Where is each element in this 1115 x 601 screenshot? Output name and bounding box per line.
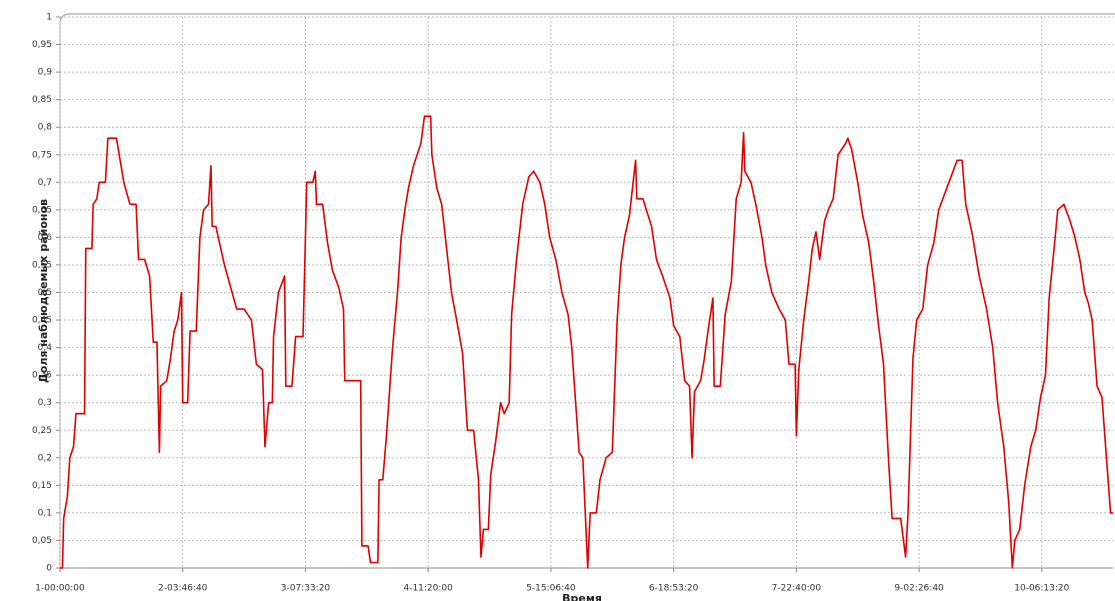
y-tick-label: 0,85 bbox=[32, 95, 52, 105]
x-tick-label: 10-06:13:20 bbox=[1014, 584, 1069, 594]
x-tick-label: 3-07:33:20 bbox=[281, 584, 331, 594]
y-tick-label: 0,6 bbox=[38, 233, 53, 243]
y-tick-label: 0 bbox=[46, 564, 52, 574]
y-tick-label: 0,95 bbox=[32, 40, 52, 50]
data-line bbox=[60, 115, 1113, 569]
x-tick-label: 7-22:40:00 bbox=[772, 584, 822, 594]
x-tick-label: 2-03:46:40 bbox=[158, 584, 208, 594]
y-tick-label: 0,75 bbox=[32, 150, 52, 160]
plot-frame bbox=[59, 13, 1115, 568]
x-tick-label: 4-11:20:00 bbox=[403, 584, 453, 594]
x-tick-label: 1-00:00:00 bbox=[35, 584, 85, 594]
y-tick-label: 0,7 bbox=[38, 178, 52, 188]
y-tick-label: 0,8 bbox=[38, 123, 53, 133]
y-tick-label: 0,9 bbox=[38, 68, 53, 78]
x-tick-label: 6-18:53:20 bbox=[649, 584, 699, 594]
y-tick-label: 0,3 bbox=[38, 398, 52, 408]
y-tick-label: 0,55 bbox=[32, 260, 52, 270]
y-tick-label: 0,05 bbox=[32, 536, 52, 546]
y-tick-label: 0,25 bbox=[32, 426, 52, 436]
y-tick-label: 0,4 bbox=[38, 343, 53, 353]
y-tick-label: 0,65 bbox=[32, 205, 52, 215]
y-tick-label: 0,5 bbox=[38, 288, 52, 298]
x-axis-title: Время bbox=[562, 592, 602, 601]
y-tick-label: 0,35 bbox=[32, 371, 52, 381]
y-tick-label: 1 bbox=[46, 13, 52, 23]
x-tick-label: 5-15:06:40 bbox=[526, 584, 576, 594]
y-tick-label: 0,2 bbox=[38, 453, 52, 463]
y-tick-label: 0,45 bbox=[32, 316, 52, 326]
y-axis-title: Доля наблюдаемых районов bbox=[37, 199, 50, 383]
y-tick-label: 0,1 bbox=[38, 508, 52, 518]
x-tick-label: 9-02:26:40 bbox=[894, 584, 944, 594]
y-tick-label: 0,15 bbox=[32, 481, 52, 491]
